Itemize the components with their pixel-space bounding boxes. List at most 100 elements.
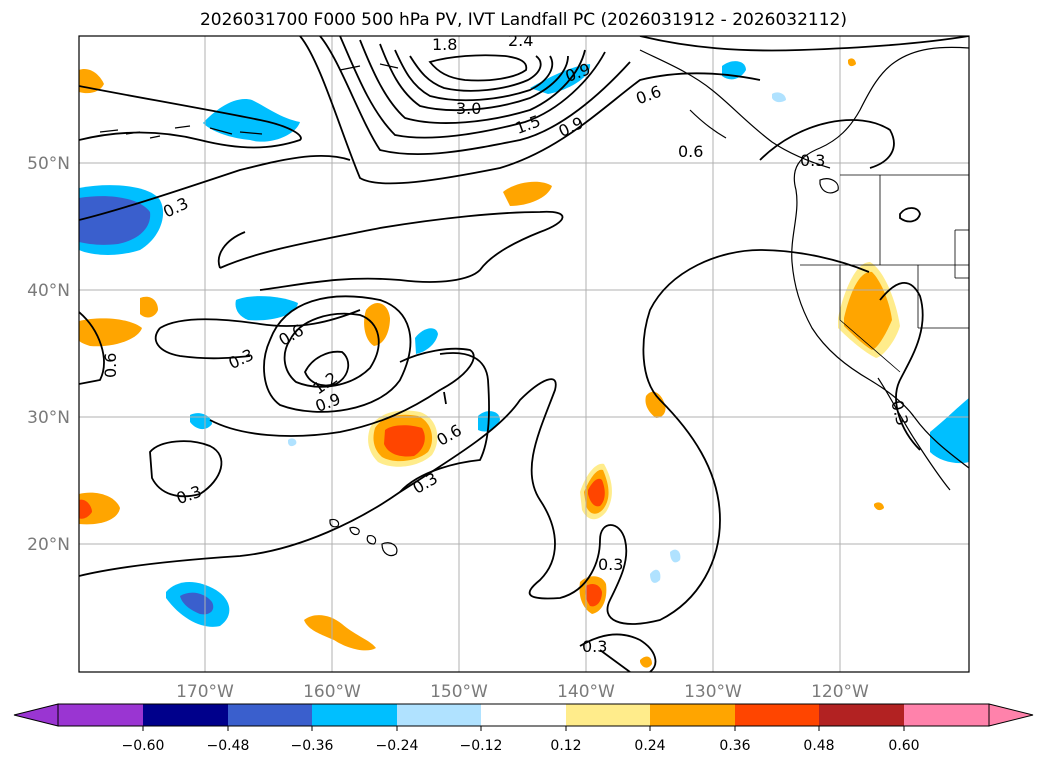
pv-contour-line bbox=[79, 85, 302, 149]
colorbar-tick-label: −0.24 bbox=[376, 738, 419, 754]
colorbar-tick-label: 0.12 bbox=[550, 738, 581, 754]
colorbar-segment bbox=[566, 704, 650, 726]
positive-anomaly-region bbox=[645, 391, 666, 418]
colorbar-segment bbox=[904, 704, 989, 726]
pv-contour-line bbox=[219, 210, 564, 291]
colorbar-tick-label: 0.36 bbox=[719, 738, 750, 754]
pv-contour-line bbox=[639, 36, 969, 52]
contour-label: 0.3 bbox=[582, 637, 607, 656]
pv-contour-line bbox=[79, 249, 870, 625]
pv-contour-line bbox=[304, 350, 350, 387]
pv-contour-line bbox=[263, 295, 412, 413]
pv-contour-line bbox=[79, 154, 351, 221]
negative-anomaly-region bbox=[772, 92, 786, 103]
positive-anomaly-region bbox=[503, 181, 552, 206]
positive-anomaly-region bbox=[79, 492, 120, 525]
positive-anomaly-region bbox=[640, 656, 652, 668]
contour-label: 0.3 bbox=[800, 151, 825, 170]
pv-contour-line bbox=[759, 119, 895, 169]
lon-label: 140°W bbox=[557, 682, 615, 702]
negative-anomaly-region bbox=[930, 398, 969, 464]
colorbar-segment bbox=[58, 704, 143, 726]
colorbar-segment bbox=[819, 704, 904, 726]
colorbar: −0.60 −0.48 −0.36 −0.24 −0.12 0.12 0.24 … bbox=[13, 703, 1034, 754]
map-title: 2026031700 F000 500 hPa PV, IVT Landfall… bbox=[199, 10, 847, 30]
contour-label: 0.3 bbox=[598, 555, 623, 574]
longitude-labels: 170°W 160°W 150°W 140°W 130°W 120°W bbox=[176, 682, 869, 702]
positive-anomaly-region bbox=[384, 425, 425, 457]
lon-label: 120°W bbox=[811, 682, 869, 702]
pv-contour-line bbox=[154, 327, 251, 360]
lat-label: 50°N bbox=[27, 154, 70, 174]
positive-anomaly-region bbox=[844, 271, 892, 350]
pv-contour-line bbox=[283, 312, 380, 388]
colorbar-segment bbox=[481, 704, 566, 726]
pv-contour-line bbox=[359, 39, 586, 124]
pv-contour-line bbox=[599, 649, 631, 672]
lat-label: 40°N bbox=[27, 281, 70, 301]
negative-anomaly-region bbox=[79, 196, 151, 245]
colorbar-extend-low bbox=[13, 703, 59, 727]
pv-contour-line bbox=[209, 347, 475, 437]
colorbar-tick-label: −0.48 bbox=[207, 738, 250, 754]
negative-anomaly-region bbox=[288, 438, 297, 447]
positive-anomaly-region bbox=[588, 478, 605, 507]
pv-contours bbox=[79, 36, 969, 672]
pv-contour-line bbox=[319, 36, 631, 155]
colorbar-segment bbox=[650, 704, 735, 726]
pv-contour-line bbox=[299, 36, 761, 185]
colorbar-tick-label: 0.48 bbox=[803, 738, 834, 754]
pv-contour-line bbox=[149, 440, 223, 498]
negative-anomaly-region bbox=[670, 549, 681, 563]
positive-anomaly-region bbox=[874, 502, 884, 511]
pv-contour-line bbox=[399, 352, 490, 493]
pv-contour-line bbox=[217, 231, 246, 269]
colorbar-tick-label: 0.24 bbox=[634, 738, 665, 754]
pv-contour-line bbox=[394, 49, 554, 102]
map-frame bbox=[78, 35, 970, 673]
contour-label: 1.8 bbox=[432, 35, 457, 54]
positive-anomaly-region bbox=[364, 303, 390, 346]
pv-contour-line bbox=[879, 282, 924, 451]
pv-contour-line bbox=[579, 633, 657, 672]
pv-contour-line bbox=[79, 311, 105, 385]
lat-label: 20°N bbox=[27, 535, 70, 555]
colorbar-segment bbox=[397, 704, 481, 726]
pv-contour-line bbox=[159, 309, 361, 329]
contour-label: 0.6 bbox=[678, 142, 703, 161]
colorbar-segment bbox=[143, 704, 228, 726]
pv-contour-line bbox=[443, 391, 447, 405]
lat-label: 30°N bbox=[27, 408, 70, 428]
pv-contour-line bbox=[339, 36, 606, 139]
latitude-labels: 50°N 40°N 30°N 20°N bbox=[27, 154, 70, 555]
negative-anomaly-region bbox=[235, 296, 298, 321]
coastlines bbox=[99, 46, 969, 557]
colorbar-segment bbox=[735, 704, 819, 726]
colorbar-segment bbox=[312, 704, 397, 726]
negative-anomaly-region bbox=[203, 99, 300, 142]
negative-anomaly-region bbox=[415, 328, 438, 354]
colorbar-tick-label: −0.12 bbox=[460, 738, 503, 754]
contour-label: 0.6 bbox=[101, 353, 120, 378]
lon-label: 160°W bbox=[303, 682, 361, 702]
colorbar-segment bbox=[228, 704, 312, 726]
colorbar-extend-high bbox=[988, 703, 1034, 727]
positive-anomaly-region bbox=[79, 318, 142, 347]
lon-label: 170°W bbox=[176, 682, 234, 702]
pv-contour-line bbox=[409, 55, 542, 92]
contour-label: 2.4 bbox=[508, 31, 533, 50]
colorbar-tick-label: −0.36 bbox=[291, 738, 334, 754]
lon-label: 130°W bbox=[684, 682, 742, 702]
pv-contour-line bbox=[428, 54, 528, 82]
lon-label: 150°W bbox=[430, 682, 488, 702]
colorbar-tick-label: 0.60 bbox=[888, 738, 919, 754]
positive-anomaly-region bbox=[79, 499, 92, 519]
positive-anomaly-region bbox=[848, 58, 856, 67]
negative-anomaly-region bbox=[650, 569, 661, 583]
contour-label: 3.0 bbox=[456, 99, 481, 118]
pv-contour-line bbox=[899, 207, 921, 223]
map-background bbox=[79, 36, 969, 672]
positive-anomaly-region bbox=[585, 584, 602, 607]
pv-contour-line bbox=[379, 43, 569, 112]
